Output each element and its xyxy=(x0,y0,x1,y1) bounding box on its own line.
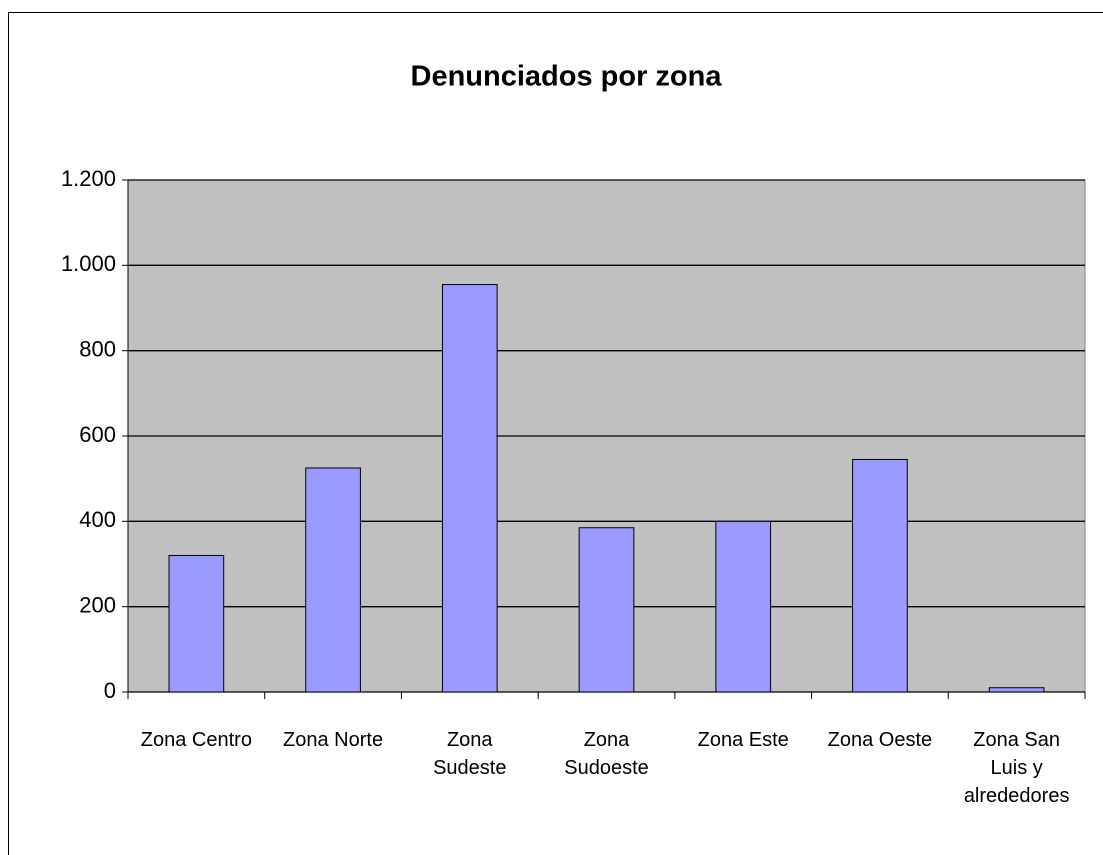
x-tick-label: Zona Sudoeste xyxy=(564,729,649,779)
x-tick-label: Zona Este xyxy=(697,729,789,751)
y-tick-label: 800 xyxy=(79,336,116,361)
bar xyxy=(852,458,908,693)
bar xyxy=(578,527,635,693)
x-tick-label: Zona Centro xyxy=(140,729,252,751)
chart-title: Denunciados por zona xyxy=(411,61,723,93)
y-tick-label: 200 xyxy=(79,592,116,617)
bar xyxy=(168,554,225,693)
y-tick-label: 400 xyxy=(79,507,116,532)
bar xyxy=(305,467,361,693)
y-tick-label: 1.200 xyxy=(61,166,116,191)
y-tick-label: 0 xyxy=(104,678,116,703)
x-tick-label: Zona Sudeste xyxy=(433,729,507,779)
x-tick-label: Zona Norte xyxy=(283,729,384,751)
bar xyxy=(988,687,1045,693)
bar xyxy=(441,284,498,693)
x-tick-label: Zona Oeste xyxy=(827,729,933,751)
x-tick-label: Zona San Luis y alrededores xyxy=(963,729,1070,807)
y-tick-label: 1.000 xyxy=(61,251,116,276)
bar xyxy=(715,520,772,693)
y-tick-label: 600 xyxy=(79,422,116,447)
